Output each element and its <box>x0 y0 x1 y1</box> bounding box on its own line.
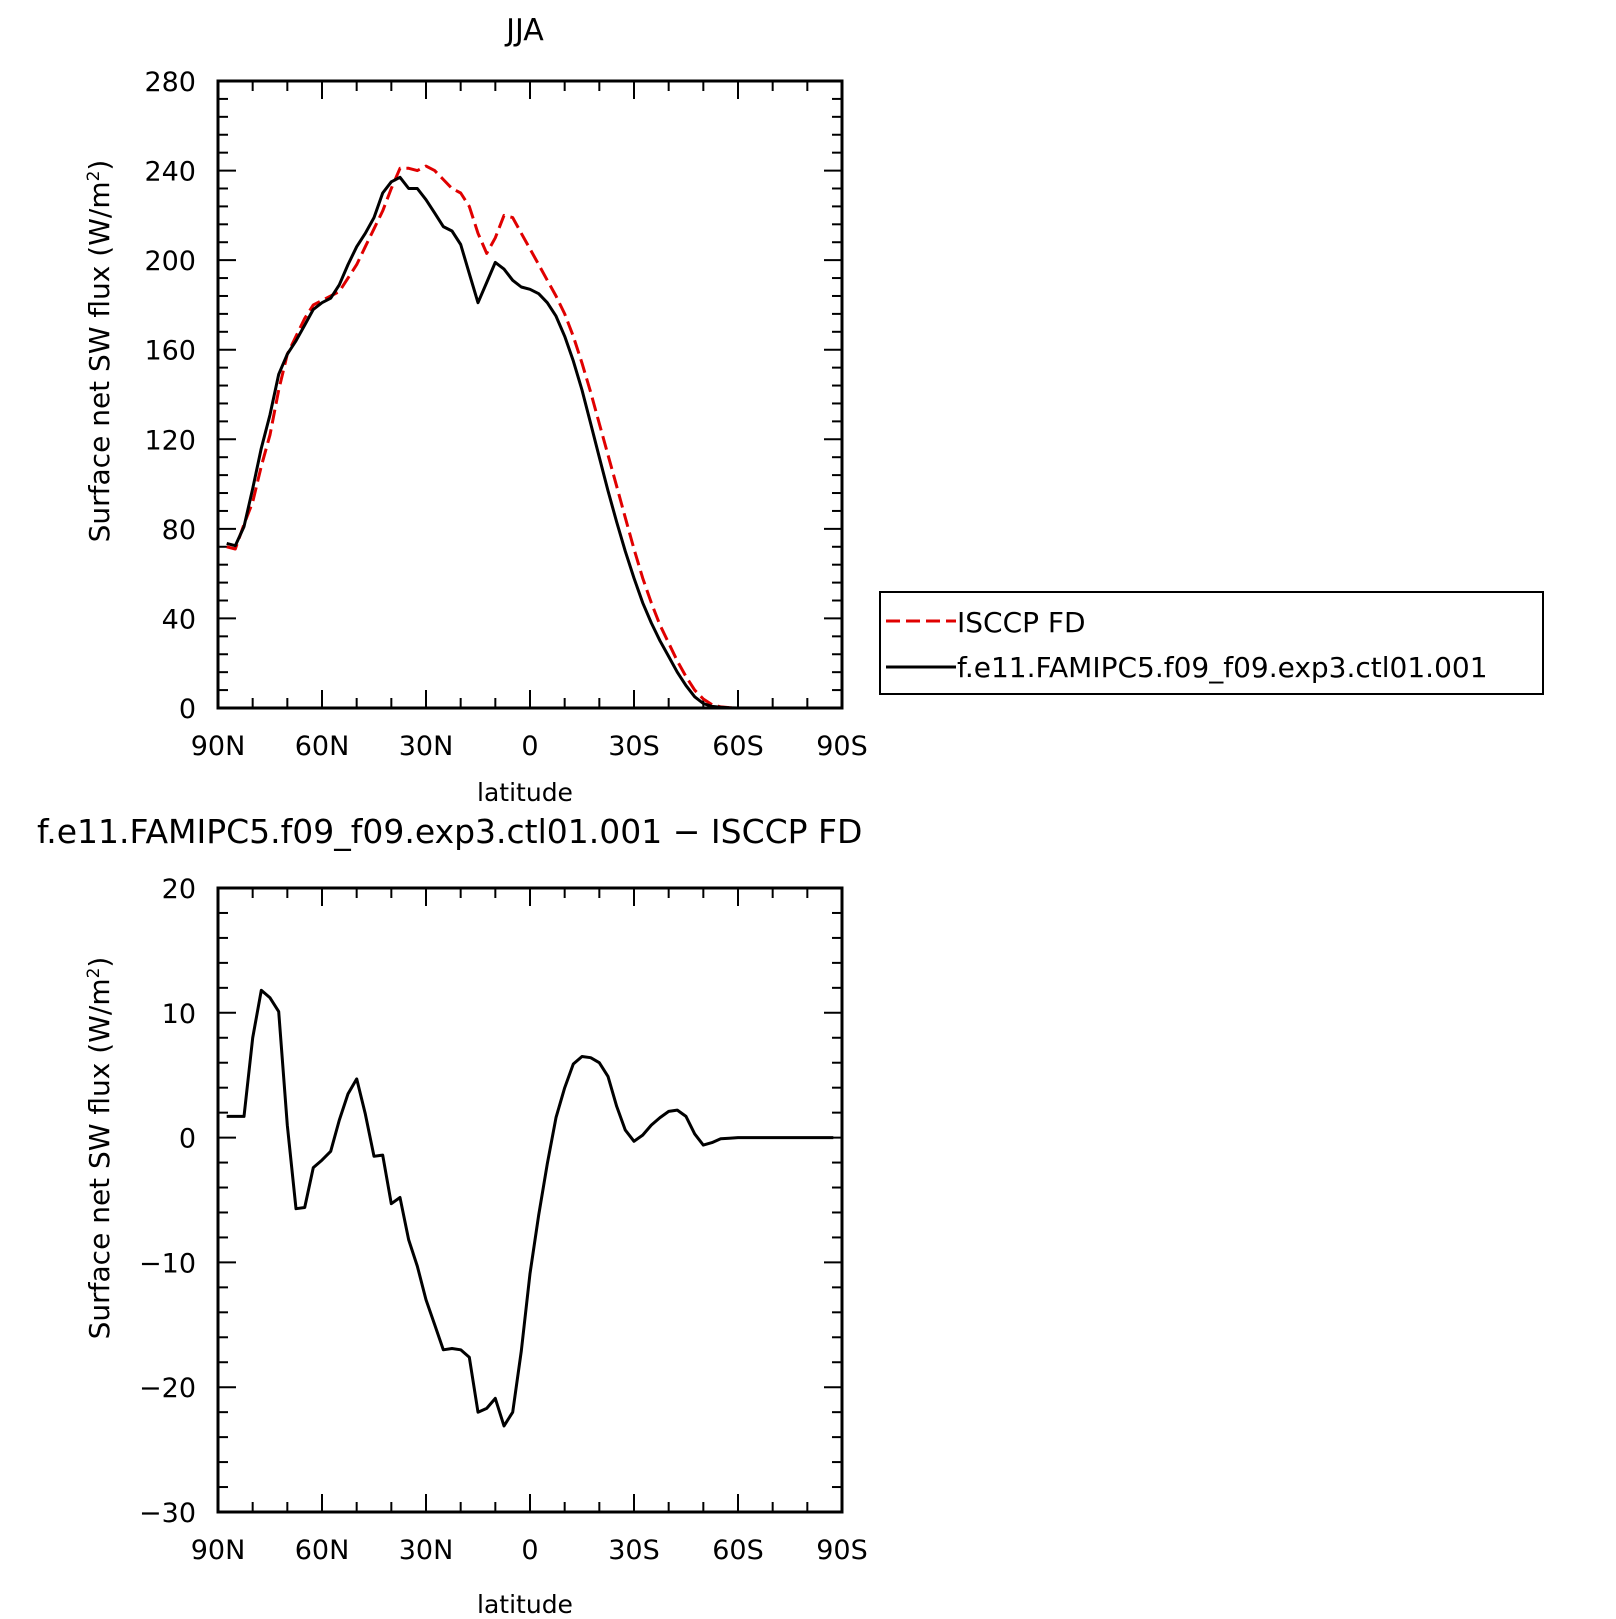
bottom-y-tick-label: 20 <box>162 874 196 905</box>
bottom-x-tick-label: 90N <box>191 1535 246 1566</box>
top-y-axis-label: Surface net SW flux (W/m2) <box>83 160 116 543</box>
legend-label-model: f.e11.FAMIPC5.f09_f09.exp3.ctl01.001 <box>957 651 1488 684</box>
top-plot-frame <box>216 79 844 710</box>
bottom-x-tick-label: 90S <box>816 1535 868 1566</box>
top-x-tick-label: 30N <box>399 731 454 762</box>
bottom-axis-ticks: 90N 60N 30N 0 30S 60S 90S −30 −20 −10 0 10 20 <box>139 874 868 1566</box>
top-panel: JJA latitude Surface net SW flux (W/m2) … <box>83 13 1544 807</box>
top-y-tick-label: 40 <box>162 604 196 635</box>
legend: ISCCP FD f.e11.FAMIPC5.f09_f09.exp3.ctl0… <box>879 591 1544 695</box>
top-axis-ticks: 90N 60N 30N 0 30S 60S 90S 0 40 80 120 160 200 240 280 <box>144 67 867 762</box>
bottom-series-lines <box>226 988 834 1428</box>
top-y-axis-label-superscript: 2 <box>84 171 104 182</box>
top-x-tick-label: 0 <box>521 731 538 762</box>
legend-label-isccp: ISCCP FD <box>957 606 1086 639</box>
bottom-y-axis-label-close: ) <box>83 957 116 968</box>
bottom-y-tick-label: 0 <box>179 1124 196 1155</box>
top-y-tick-label: 280 <box>144 67 196 98</box>
bottom-y-tick-label: −30 <box>139 1498 196 1529</box>
bottom-panel: f.e11.FAMIPC5.f09_f09.exp3.ctl01.001 − I… <box>37 812 868 1619</box>
bottom-chart-title: f.e11.FAMIPC5.f09_f09.exp3.ctl01.001 − I… <box>37 812 862 851</box>
bottom-x-tick-label: 60S <box>712 1535 764 1566</box>
top-x-tick-label: 90N <box>191 731 246 762</box>
bottom-y-axis-label-text: Surface net SW flux (W/m <box>83 978 116 1339</box>
bottom-y-tick-label: −20 <box>139 1373 196 1404</box>
bottom-plot-frame <box>216 886 844 1514</box>
top-x-tick-label: 90S <box>816 731 868 762</box>
top-x-tick-label: 60N <box>295 731 350 762</box>
top-y-tick-label: 120 <box>144 425 196 456</box>
bottom-x-tick-label: 30S <box>608 1535 660 1566</box>
bottom-series-line-0 <box>226 988 834 1428</box>
bottom-x-tick-label: 30N <box>399 1535 454 1566</box>
bottom-x-axis-label: latitude <box>477 1590 573 1619</box>
top-y-axis-label-close: ) <box>83 160 116 171</box>
top-x-tick-label: 60S <box>712 731 764 762</box>
top-x-tick-label: 30S <box>608 731 660 762</box>
bottom-y-axis-label-superscript: 2 <box>84 968 104 979</box>
bottom-y-axis-label: Surface net SW flux (W/m2) <box>83 957 116 1340</box>
top-y-tick-label: 0 <box>179 694 196 725</box>
top-y-tick-label: 160 <box>144 336 196 367</box>
bottom-y-tick-label: 10 <box>162 999 196 1030</box>
bottom-x-tick-label: 0 <box>521 1535 538 1566</box>
top-y-axis-label-text: Surface net SW flux (W/m <box>83 181 116 542</box>
top-chart-title: JJA <box>504 13 544 48</box>
top-y-tick-label: 200 <box>144 246 196 277</box>
top-y-tick-label: 80 <box>162 515 196 546</box>
top-y-tick-label: 240 <box>144 157 196 188</box>
bottom-y-tick-label: −10 <box>139 1248 196 1279</box>
legend-box <box>879 591 1544 695</box>
bottom-x-tick-label: 60N <box>295 1535 350 1566</box>
top-series-lines <box>226 164 834 710</box>
top-series-line-1 <box>226 175 834 710</box>
top-x-axis-label: latitude <box>477 778 573 807</box>
top-series-line-0 <box>226 164 834 710</box>
